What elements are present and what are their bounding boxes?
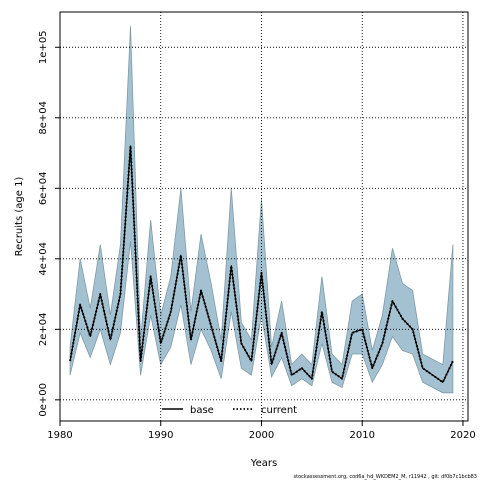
x-tick-label-1980: 1980 — [47, 430, 72, 441]
legend: base current — [162, 405, 297, 416]
x-tick-label-2010: 2010 — [349, 430, 374, 441]
series-line-current — [69, 144, 454, 384]
plot-frame — [59, 11, 469, 422]
x-tick-label-2020: 2020 — [450, 430, 475, 441]
y-tick-label-20000: 2e+04 — [38, 313, 49, 347]
y-tick-label-80000: 8e+04 — [38, 101, 49, 135]
y-tick-label-60000: 6e+04 — [38, 171, 49, 205]
x-axis-label: Years — [250, 458, 277, 469]
y-axis-label: Recruits (age 1) — [14, 177, 25, 257]
confidence-band-layer — [69, 26, 454, 394]
series-lines-layer — [69, 144, 454, 384]
legend-label-current: current — [261, 405, 297, 416]
x-tick-label-2000: 2000 — [249, 430, 274, 441]
axes-layer: 1980 1990 2000 2010 2020 0e+00 2e+04 4e+04 6e+04… — [38, 30, 476, 441]
footnote: stockassessment.org, cod6a_hd_WKDEM2_M, … — [294, 474, 477, 480]
grid-layer — [60, 12, 468, 421]
y-tick-label-100000: 1e+05 — [38, 30, 49, 64]
legend-label-base: base — [190, 405, 214, 416]
y-tick-label-40000: 4e+04 — [38, 242, 49, 276]
confidence-band — [69, 26, 454, 394]
y-tick-label-0: 0e+00 — [38, 383, 49, 417]
x-tick-label-1990: 1990 — [148, 430, 173, 441]
